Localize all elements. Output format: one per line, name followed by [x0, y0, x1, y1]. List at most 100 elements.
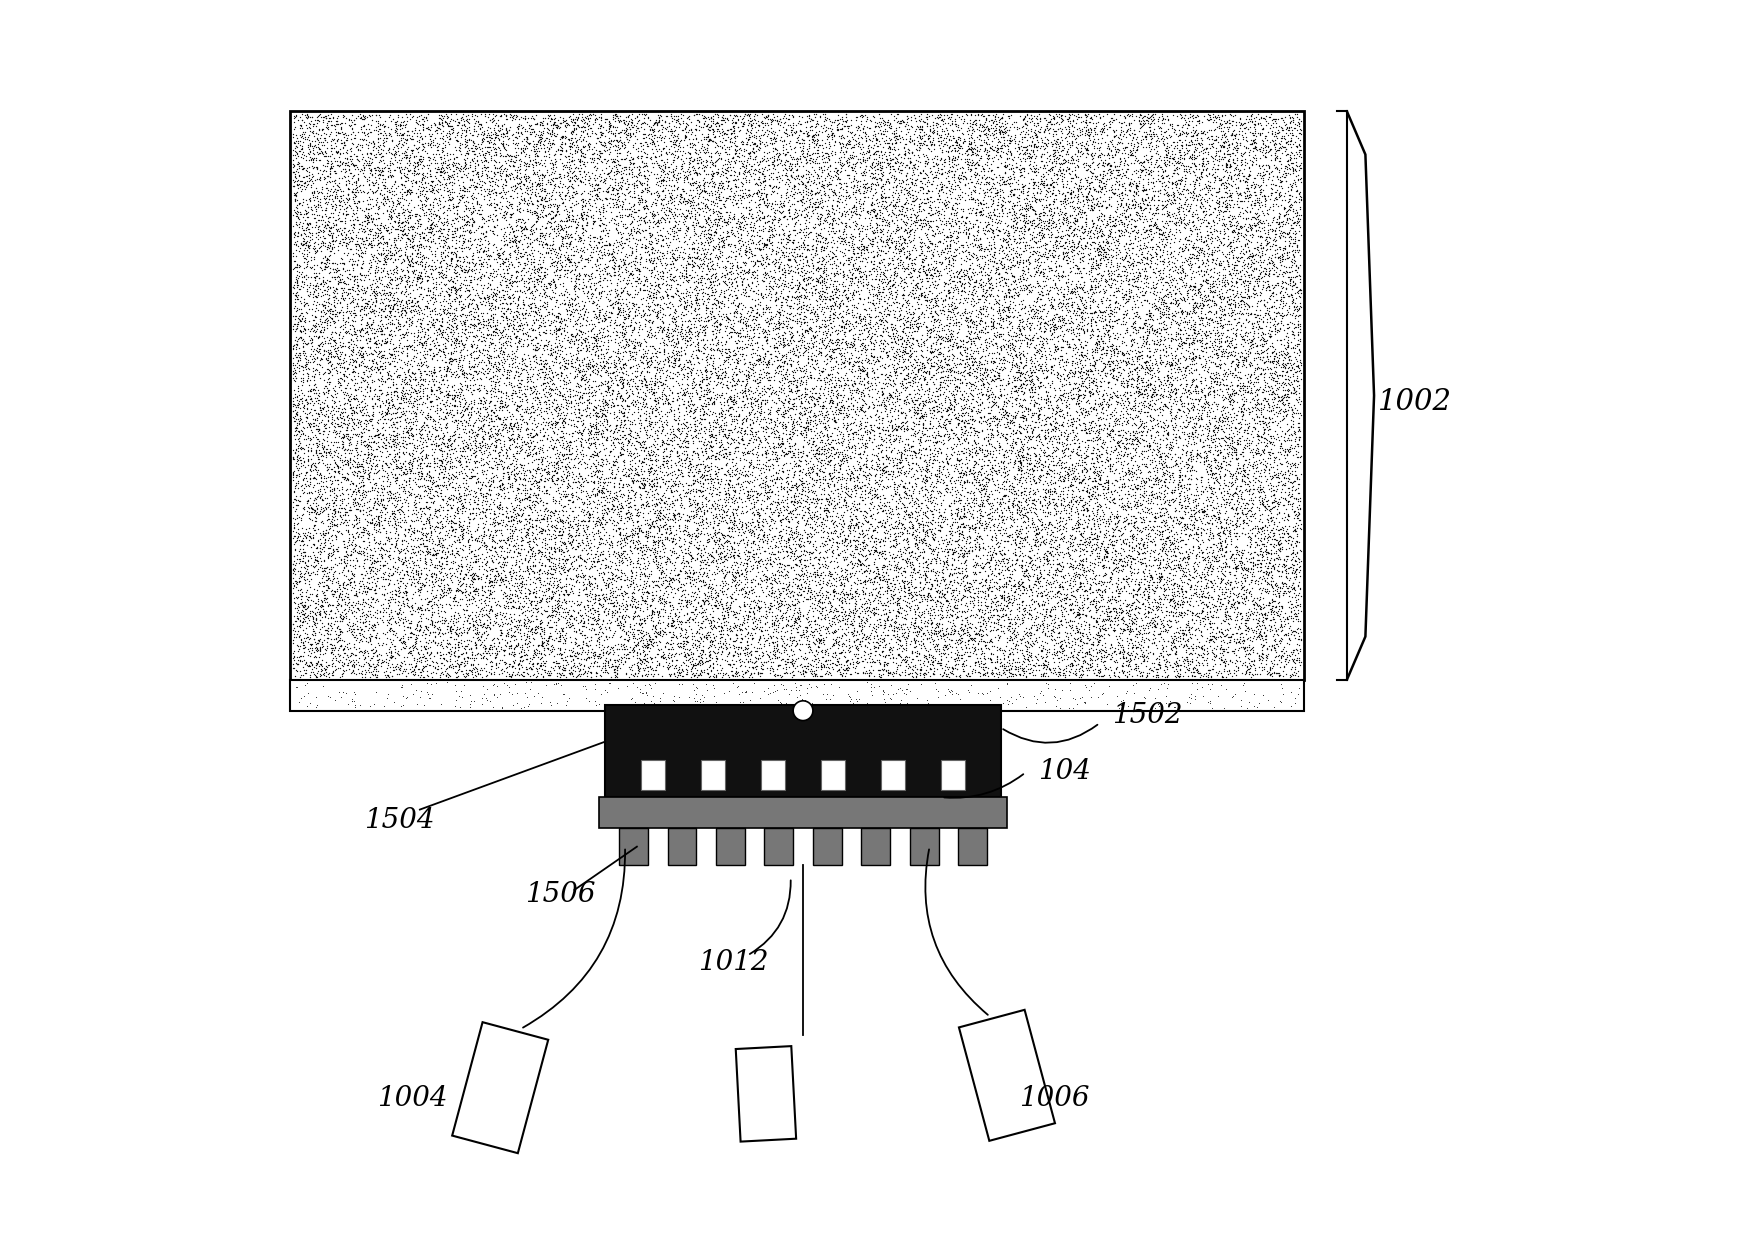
Point [859, 129, 887, 148]
Point [388, 211, 416, 231]
Point [733, 442, 761, 462]
Point [753, 268, 780, 288]
Point [347, 179, 375, 199]
Point [1047, 305, 1075, 325]
Point [446, 265, 474, 284]
Point [620, 567, 648, 587]
Point [406, 644, 434, 664]
Point [728, 628, 756, 648]
Point [747, 125, 775, 145]
Point [284, 268, 312, 288]
Point [1181, 329, 1209, 349]
Point [1266, 641, 1294, 661]
Point [1021, 356, 1049, 376]
Point [1118, 470, 1146, 489]
Point [810, 501, 838, 520]
Point [449, 525, 477, 545]
Point [1063, 602, 1090, 622]
Point [1207, 304, 1235, 324]
Point [392, 434, 420, 454]
Point [1106, 641, 1134, 661]
Point [449, 221, 477, 241]
Point [1089, 168, 1117, 188]
Point [317, 624, 345, 644]
Point [655, 161, 683, 180]
Point [829, 111, 857, 131]
Point [841, 163, 869, 183]
Point [554, 350, 582, 370]
Point [833, 438, 861, 457]
Point [760, 267, 787, 287]
Point [1193, 250, 1221, 269]
Point [620, 525, 648, 545]
Point [498, 252, 526, 272]
Point [1125, 433, 1153, 452]
Point [697, 248, 725, 268]
Point [411, 355, 439, 375]
Point [1186, 645, 1214, 665]
Point [1136, 267, 1164, 287]
Point [1240, 376, 1268, 396]
Point [869, 231, 897, 251]
Point [1270, 396, 1298, 415]
Point [402, 335, 430, 355]
Point [610, 110, 638, 130]
Point [1216, 435, 1244, 455]
Point [1066, 534, 1094, 554]
Point [591, 398, 618, 418]
Point [791, 176, 819, 195]
Point [1237, 335, 1265, 355]
Point [902, 625, 930, 645]
Point [408, 528, 436, 548]
Point [1023, 451, 1050, 471]
Point [706, 444, 733, 464]
Point [744, 379, 772, 399]
Point [348, 593, 376, 613]
Point [1198, 290, 1226, 310]
Point [706, 519, 733, 539]
Point [756, 379, 784, 399]
Point [753, 279, 780, 299]
Point [308, 179, 336, 199]
Point [1181, 321, 1209, 341]
Point [716, 617, 744, 637]
Point [1198, 337, 1226, 357]
Point [1078, 478, 1106, 498]
Point [1171, 379, 1198, 399]
Point [509, 125, 537, 145]
Point [329, 572, 357, 592]
Point [514, 305, 542, 325]
Point [657, 421, 685, 441]
Point [658, 493, 686, 513]
Point [310, 659, 338, 679]
Point [617, 153, 645, 173]
Point [1040, 659, 1068, 679]
Point [348, 345, 376, 365]
Point [491, 457, 519, 477]
Point [390, 428, 418, 447]
Point [699, 404, 726, 424]
Point [493, 195, 521, 215]
Point [1214, 363, 1242, 383]
Point [932, 177, 960, 197]
Point [962, 205, 989, 225]
Point [829, 477, 857, 497]
Point [996, 664, 1024, 684]
Point [1066, 289, 1094, 309]
Point [1043, 362, 1071, 382]
Point [753, 557, 780, 577]
Point [888, 269, 916, 289]
Point [700, 351, 728, 371]
Point [667, 612, 695, 632]
Point [284, 439, 312, 459]
Point [958, 614, 986, 634]
Point [789, 446, 817, 466]
Point [1181, 286, 1209, 305]
Point [392, 633, 420, 653]
Point [658, 611, 686, 630]
Point [1207, 336, 1235, 356]
Point [690, 151, 718, 171]
Point [1066, 520, 1094, 540]
Point [503, 288, 531, 308]
Point [1108, 551, 1136, 571]
